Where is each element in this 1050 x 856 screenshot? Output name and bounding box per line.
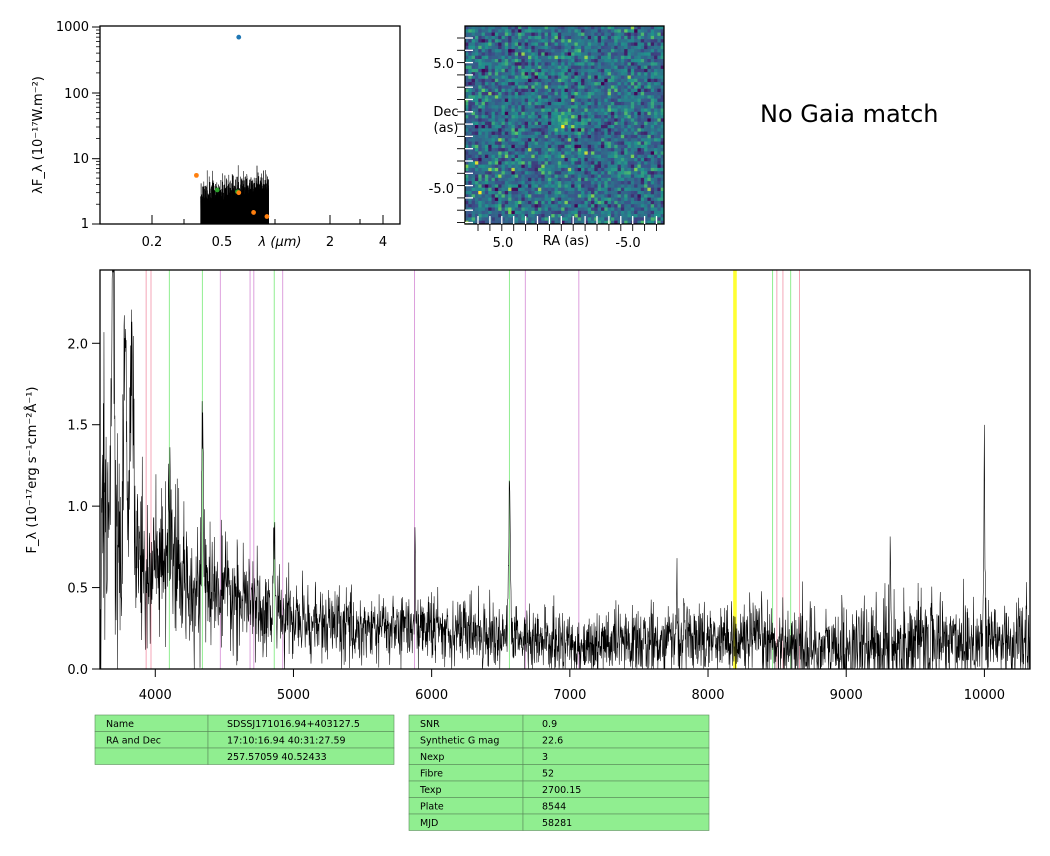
table-cell-label: Fibre <box>420 768 443 779</box>
sed-ytick-100: 100 <box>64 87 89 102</box>
sed-point-1 <box>194 172 199 178</box>
table-cell-value: 58281 <box>542 818 572 829</box>
table-cell-value: 2700.15 <box>542 785 581 796</box>
sed-ytick-10: 10 <box>72 152 89 167</box>
spectrum-ytick-1.5: 1.5 <box>67 419 88 434</box>
table-cell-value: 22.6 <box>542 735 563 746</box>
img-xlabel: RA (as) <box>543 234 589 249</box>
img-ytick-neg: -5.0 <box>429 182 454 197</box>
sed-xlabel: λ (μm) <box>258 235 302 250</box>
spectrum-xtick-5000: 5000 <box>277 688 310 703</box>
img-ytick-pos: 5.0 <box>433 57 454 72</box>
table-cell-label: SNR <box>420 719 440 730</box>
spectrum-xtick-9000: 9000 <box>830 688 863 703</box>
sed-xtick-2: 2 <box>326 235 334 250</box>
img-ylabel-line1: Dec <box>433 105 458 120</box>
img-xtick-neg: -5.0 <box>615 236 640 251</box>
table-cell-value: 0.9 <box>542 719 557 730</box>
table-cell-value: 257.57059 40.52433 <box>227 752 327 763</box>
spectrum-panel: 4000 5000 6000 7000 8000 9000 10000 0.0 0.5 1.0 1… <box>24 269 1031 703</box>
sed-ytick-1: 1 <box>81 217 89 232</box>
sed-panel: 1 10 100 1000 0.2 0.5 2 4 λ (μm) λF_λ (1… <box>31 20 401 250</box>
sed-point-5 <box>251 210 256 215</box>
sed-point-6 <box>264 214 270 219</box>
table-cell-value: 17:10:16.94 40:31:27.59 <box>227 735 346 746</box>
spectrum-xtick-6000: 6000 <box>415 688 448 703</box>
sed-xtick-0.2: 0.2 <box>142 235 163 250</box>
gaia-status-text: No Gaia match <box>760 100 939 128</box>
sed-point-2 <box>214 187 220 193</box>
table-cell-label: Synthetic G mag <box>420 735 499 746</box>
spectrum-xtick-4000: 4000 <box>139 688 172 703</box>
spectrum-ytick-2.0: 2.0 <box>67 337 88 352</box>
spectrum-xtick-10000: 10000 <box>964 688 1005 703</box>
sed-ytick-1000: 1000 <box>56 20 89 35</box>
spectrum-ytick-0.0: 0.0 <box>67 663 88 678</box>
table-cell-label: RA and Dec <box>106 735 161 746</box>
spectrum-ylabel: F_λ (10⁻¹⁷erg s⁻¹cm⁻²Å⁻¹) <box>24 387 40 554</box>
sed-xtick-4: 4 <box>379 235 387 250</box>
table-cell-label: Nexp <box>420 752 444 763</box>
sed-ylabel: λF_λ (10⁻¹⁷W.m⁻²) <box>31 76 46 194</box>
table-cell-value: 52 <box>542 768 554 779</box>
image-panel: 5.0 -5.0 5.0 -5.0 RA (as) Dec (as) <box>429 25 665 251</box>
info-table-left: Name SDSSJ171016.94+403127.5 RA and Dec 17:… <box>94 714 395 765</box>
spectrum-xtick-7000: 7000 <box>553 688 586 703</box>
img-ylabel-line2: (as) <box>434 121 459 136</box>
spectrum-line <box>99 269 1031 671</box>
table-cell-label: Name <box>106 719 134 730</box>
spectrum-ytick-1.0: 1.0 <box>67 500 88 515</box>
info-table-right: SNR 0.9 Synthetic G mag 22.6 Nexp 3 Fibre 52 Tex… <box>408 714 710 831</box>
img-xtick-pos: 5.0 <box>493 236 514 251</box>
table-cell-label: Plate <box>420 801 444 812</box>
table-cell-value: SDSSJ171016.94+403127.5 <box>227 719 360 730</box>
sed-point-0 <box>236 34 242 40</box>
table-cell-label: MJD <box>420 818 438 829</box>
table-cell-label: Texp <box>419 785 442 796</box>
spectrum-ytick-0.5: 0.5 <box>67 582 88 597</box>
spectrum-xtick-8000: 8000 <box>691 688 724 703</box>
sed-point-4 <box>236 190 242 196</box>
sed-xtick-0.5: 0.5 <box>212 235 233 250</box>
table-cell-value: 3 <box>542 752 548 763</box>
table-cell-value: 8544 <box>542 801 566 812</box>
